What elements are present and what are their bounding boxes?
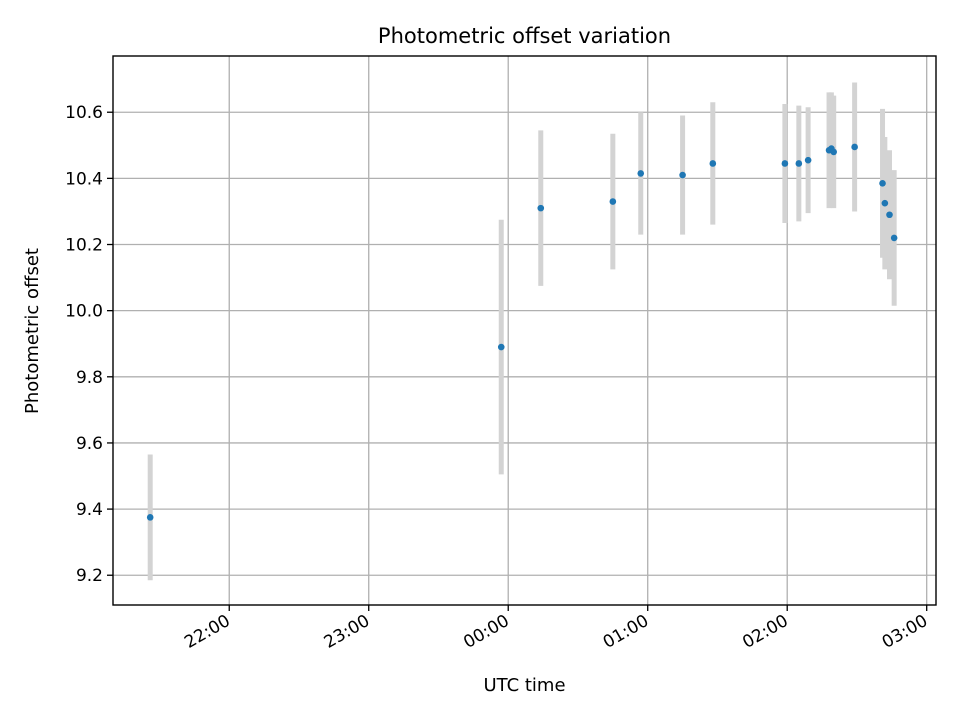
data-point [879,180,886,187]
y-tick-label: 9.6 [76,434,103,454]
y-axis: 9.2 9.4 9.6 9.8 10.0 10.2 10.4 10.6 [65,103,113,586]
x-tick-label: 00:00 [460,611,512,653]
data-point [795,160,803,167]
data-point [886,211,893,219]
y-tick-label: 9.8 [76,368,103,388]
error-bars [147,82,897,581]
data-point [881,199,889,207]
data-point [609,198,617,205]
data-point [890,234,898,242]
data-point [637,170,645,177]
data-points [146,143,898,521]
y-tick-label: 10.4 [65,169,103,189]
data-point [146,514,154,521]
chart-title: Photometric offset variation [378,24,671,48]
x-tick-label: 01:00 [600,611,652,653]
y-tick-label: 9.2 [76,566,103,586]
y-tick-label: 9.4 [76,500,103,520]
data-point [537,204,545,212]
x-tick-label: 02:00 [739,611,791,653]
y-axis-label: Photometric offset [22,248,43,414]
data-point [781,160,789,167]
x-tick-label: 22:00 [181,611,233,653]
data-point [851,143,858,151]
x-tick-label: 23:00 [321,611,373,653]
y-tick-label: 10.0 [65,302,103,322]
data-point [679,171,686,179]
y-tick-label: 10.2 [65,236,103,256]
data-point [804,156,812,164]
x-axis-label: UTC time [483,675,565,696]
x-tick-label: 03:00 [879,611,931,653]
y-tick-label: 10.6 [65,103,103,123]
data-point [830,148,838,156]
data-point [497,343,505,351]
data-point [709,160,717,167]
grid [113,56,936,605]
x-axis: 22:00 23:00 00:00 01:00 02:00 03:00 [181,605,931,653]
plot-frame [112,55,937,606]
